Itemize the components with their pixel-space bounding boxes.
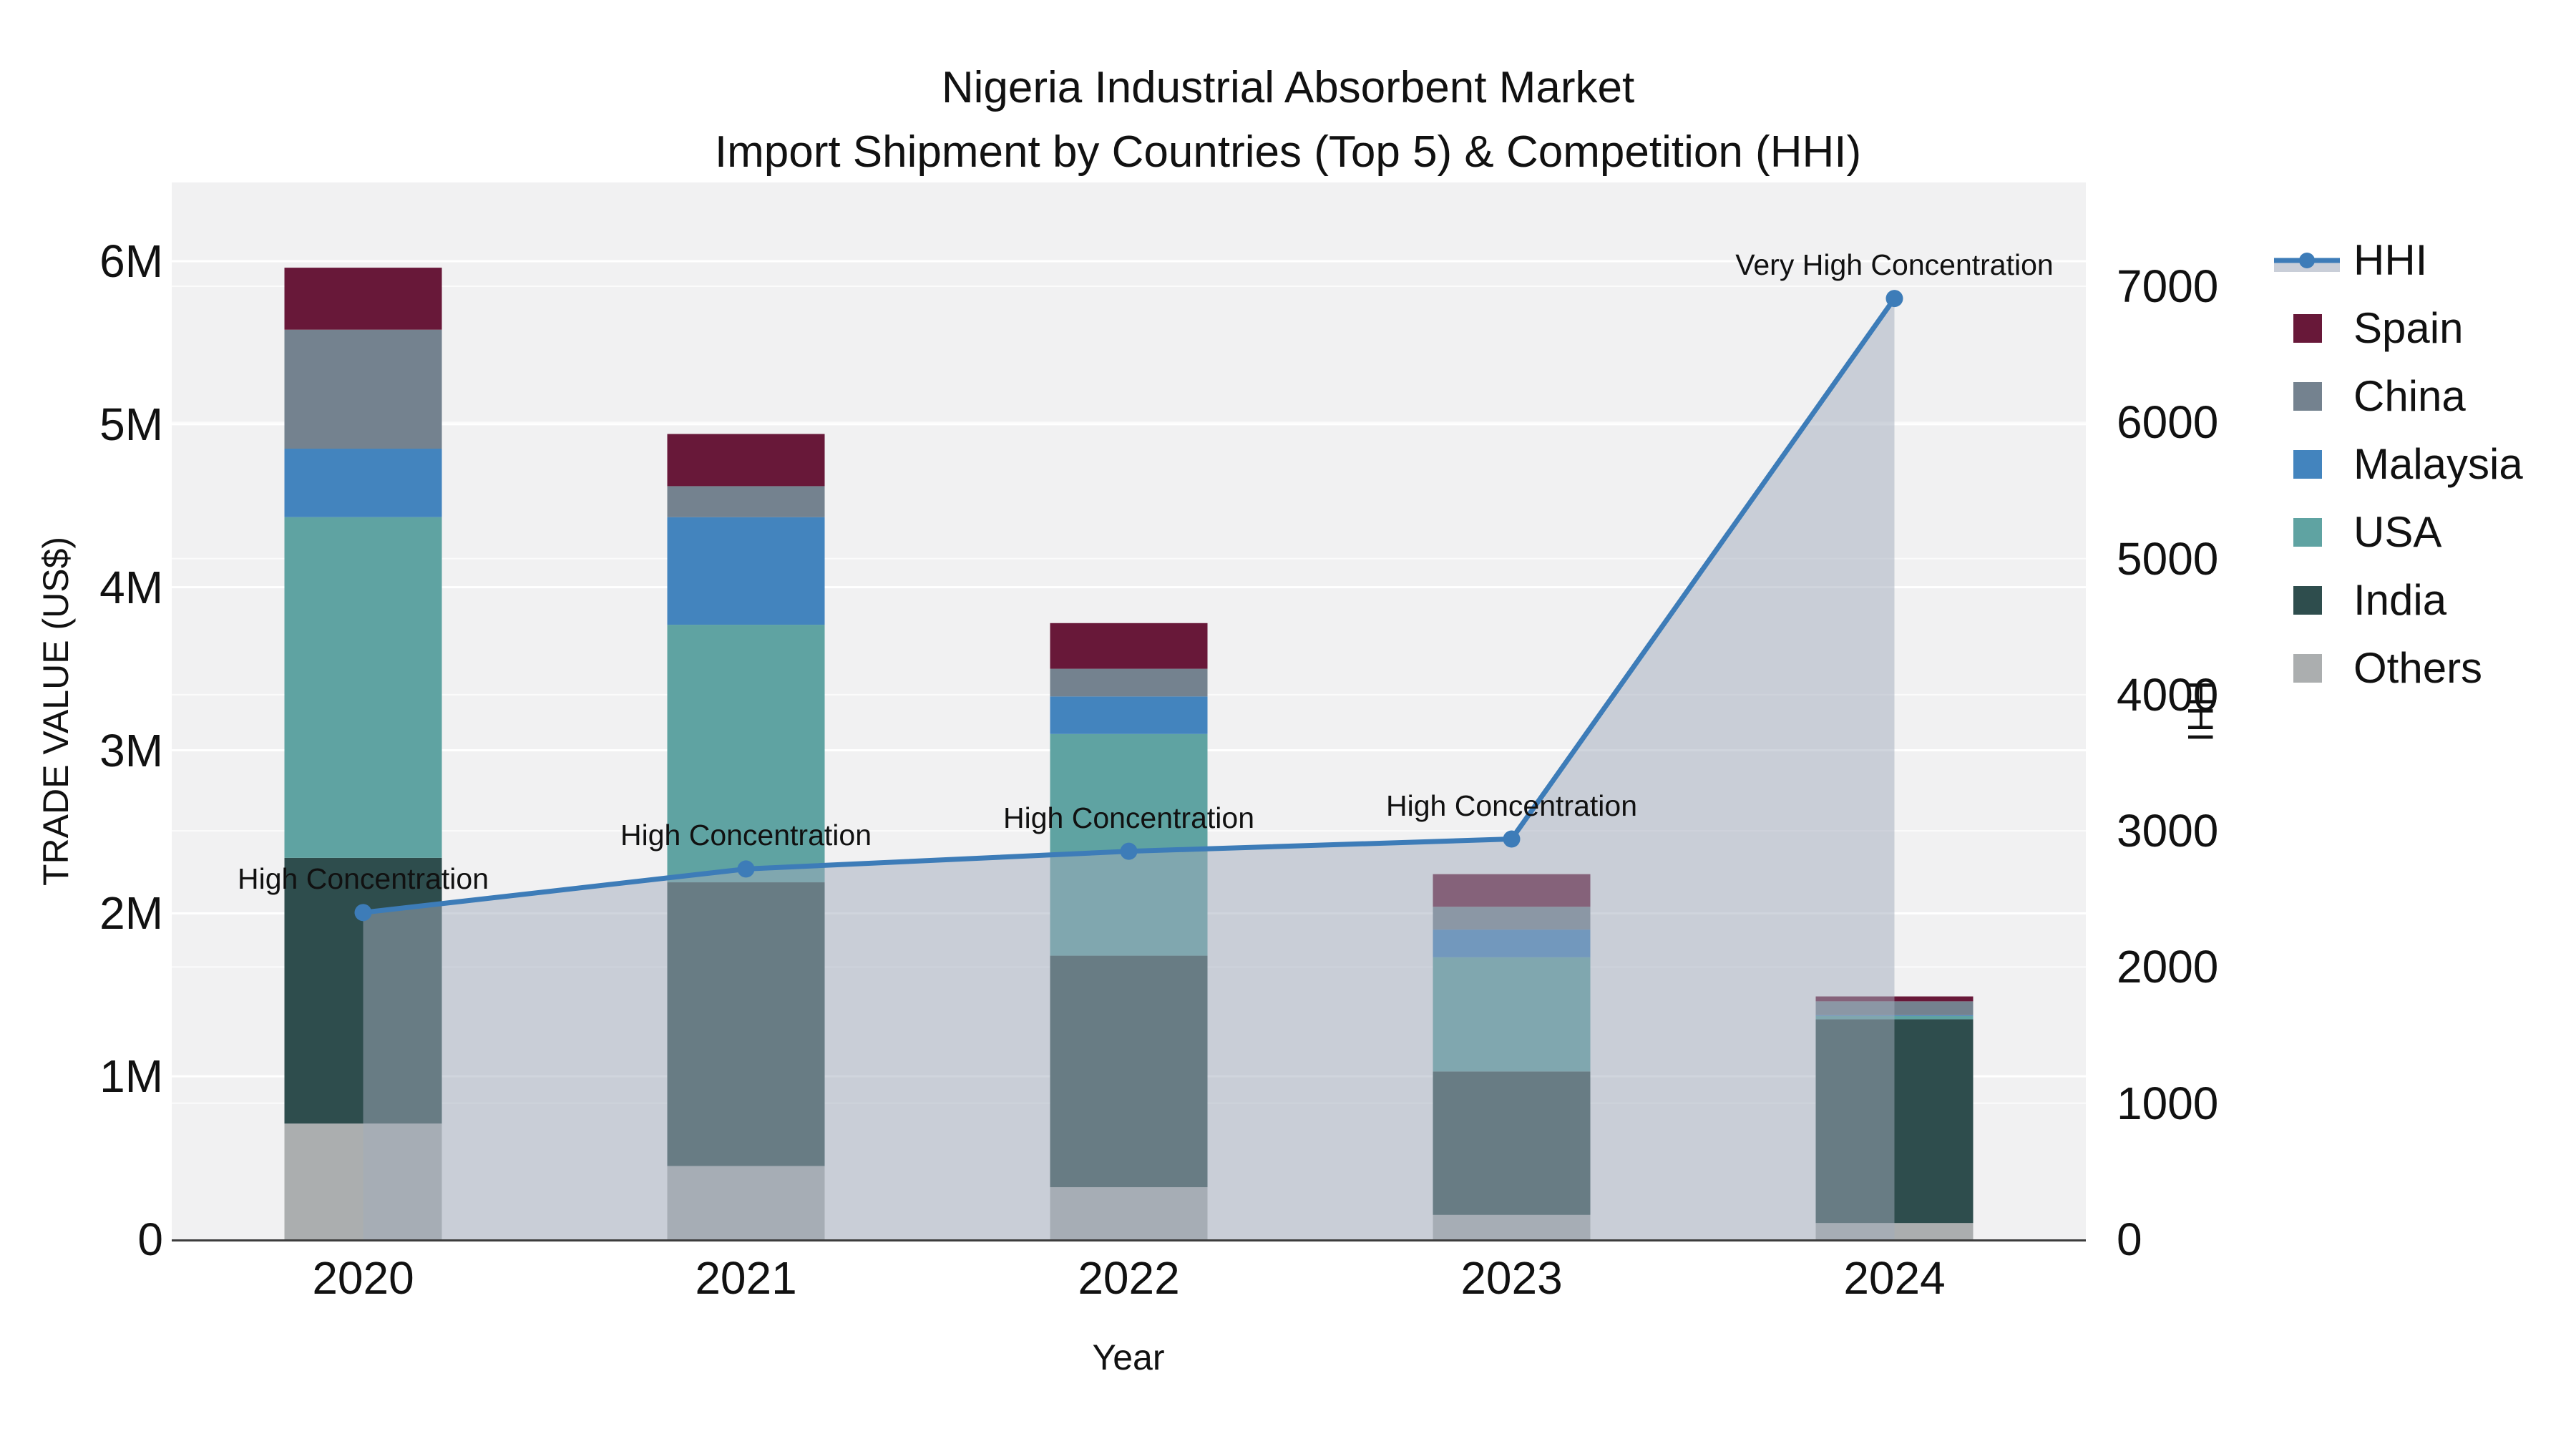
chart-title-line1: Nigeria Industrial Absorbent Market (941, 63, 1635, 112)
legend-swatch-usa (2293, 517, 2322, 547)
y-right-tick-0: 0 (2117, 1214, 2142, 1265)
legend-swatch-china (2293, 381, 2322, 411)
legend-item-china[interactable]: China (2274, 362, 2523, 430)
y-left-tick-3M: 3M (99, 724, 163, 776)
bar-segment-spain-2022 (1050, 623, 1208, 669)
x-tick-2023: 2023 (1460, 1252, 1563, 1304)
y-left-tick-2M: 2M (99, 887, 163, 940)
x-tick-2021: 2021 (695, 1252, 797, 1304)
bar-segment-china-2020 (284, 329, 442, 449)
y-left-tick-6M: 6M (99, 235, 163, 287)
y-left-tick-0: 0 (137, 1214, 163, 1265)
annotation-2020: High Concentration (238, 862, 489, 896)
bar-segment-spain-2021 (667, 434, 825, 487)
x-tick-2024: 2024 (1843, 1252, 1946, 1304)
hhi-marker-2022 (1120, 842, 1138, 860)
bar-segment-malaysia-2021 (667, 517, 825, 625)
hhi-marker-2020 (354, 904, 372, 922)
legend-item-india[interactable]: India (2274, 566, 2523, 634)
y-right-tick-3000: 3000 (2117, 805, 2219, 857)
hhi-line-swatch-icon (2274, 252, 2340, 272)
legend-item-usa[interactable]: USA (2274, 498, 2523, 566)
legend-item-spain[interactable]: Spain (2274, 294, 2523, 362)
legend-swatch-others (2293, 653, 2322, 683)
bar-segment-spain-2020 (284, 268, 442, 330)
legend-label-hhi: HHI (2353, 236, 2428, 284)
y-right-tick-4000: 4000 (2117, 668, 2219, 721)
annotation-2022: High Concentration (1003, 801, 1254, 834)
legend-item-others[interactable]: Others (2274, 634, 2523, 702)
x-axis-title: Year (1092, 1337, 1165, 1377)
legend-label-others: Others (2353, 644, 2483, 692)
legend-item-malaysia[interactable]: Malaysia (2274, 430, 2523, 498)
y-right-tick-1000: 1000 (2117, 1077, 2219, 1129)
annotation-2023: High Concentration (1386, 789, 1637, 822)
legend-label-spain: Spain (2353, 304, 2464, 352)
hhi-marker-2023 (1503, 830, 1521, 848)
y-left-tick-1M: 1M (99, 1050, 163, 1103)
bar-segment-malaysia-2020 (284, 449, 442, 517)
legend-swatch-india (2293, 585, 2322, 615)
x-tick-2020: 2020 (312, 1252, 414, 1304)
legend-swatch-malaysia (2293, 449, 2322, 479)
y-right-tick-7000: 7000 (2117, 260, 2219, 312)
bar-segment-malaysia-2022 (1050, 696, 1208, 734)
legend-swatch-spain (2293, 313, 2322, 343)
y-left-tick-4M: 4M (99, 561, 163, 613)
bar-segment-usa-2021 (667, 625, 825, 883)
legend-label-china: China (2353, 372, 2466, 420)
annotation-2021: High Concentration (620, 819, 872, 852)
bar-segment-usa-2020 (284, 517, 442, 858)
hhi-marker-2024 (1885, 290, 1903, 308)
hhi-marker-swatch (2299, 252, 2315, 268)
annotation-2024: Very High Concentration (1735, 248, 2054, 282)
legend-label-india: India (2353, 576, 2447, 624)
bar-segment-china-2022 (1050, 668, 1208, 697)
legend-label-malaysia: Malaysia (2353, 440, 2523, 488)
legend-label-usa: USA (2353, 508, 2442, 556)
y-right-tick-6000: 6000 (2117, 396, 2219, 449)
y-right-tick-5000: 5000 (2117, 532, 2219, 585)
y-right-tick-2000: 2000 (2117, 941, 2219, 993)
hhi-marker-2021 (737, 860, 755, 878)
hhi-area-fill (363, 298, 1895, 1239)
chart-title-line2: Import Shipment by Countries (Top 5) & C… (714, 127, 1862, 177)
x-tick-2022: 2022 (1078, 1252, 1180, 1304)
y-left-tick-5M: 5M (99, 398, 163, 450)
legend-item-hhi[interactable]: HHI (2274, 226, 2523, 294)
legend: HHI Spain China Malaysia USA India Others (2274, 226, 2523, 702)
bar-segment-china-2021 (667, 486, 825, 517)
